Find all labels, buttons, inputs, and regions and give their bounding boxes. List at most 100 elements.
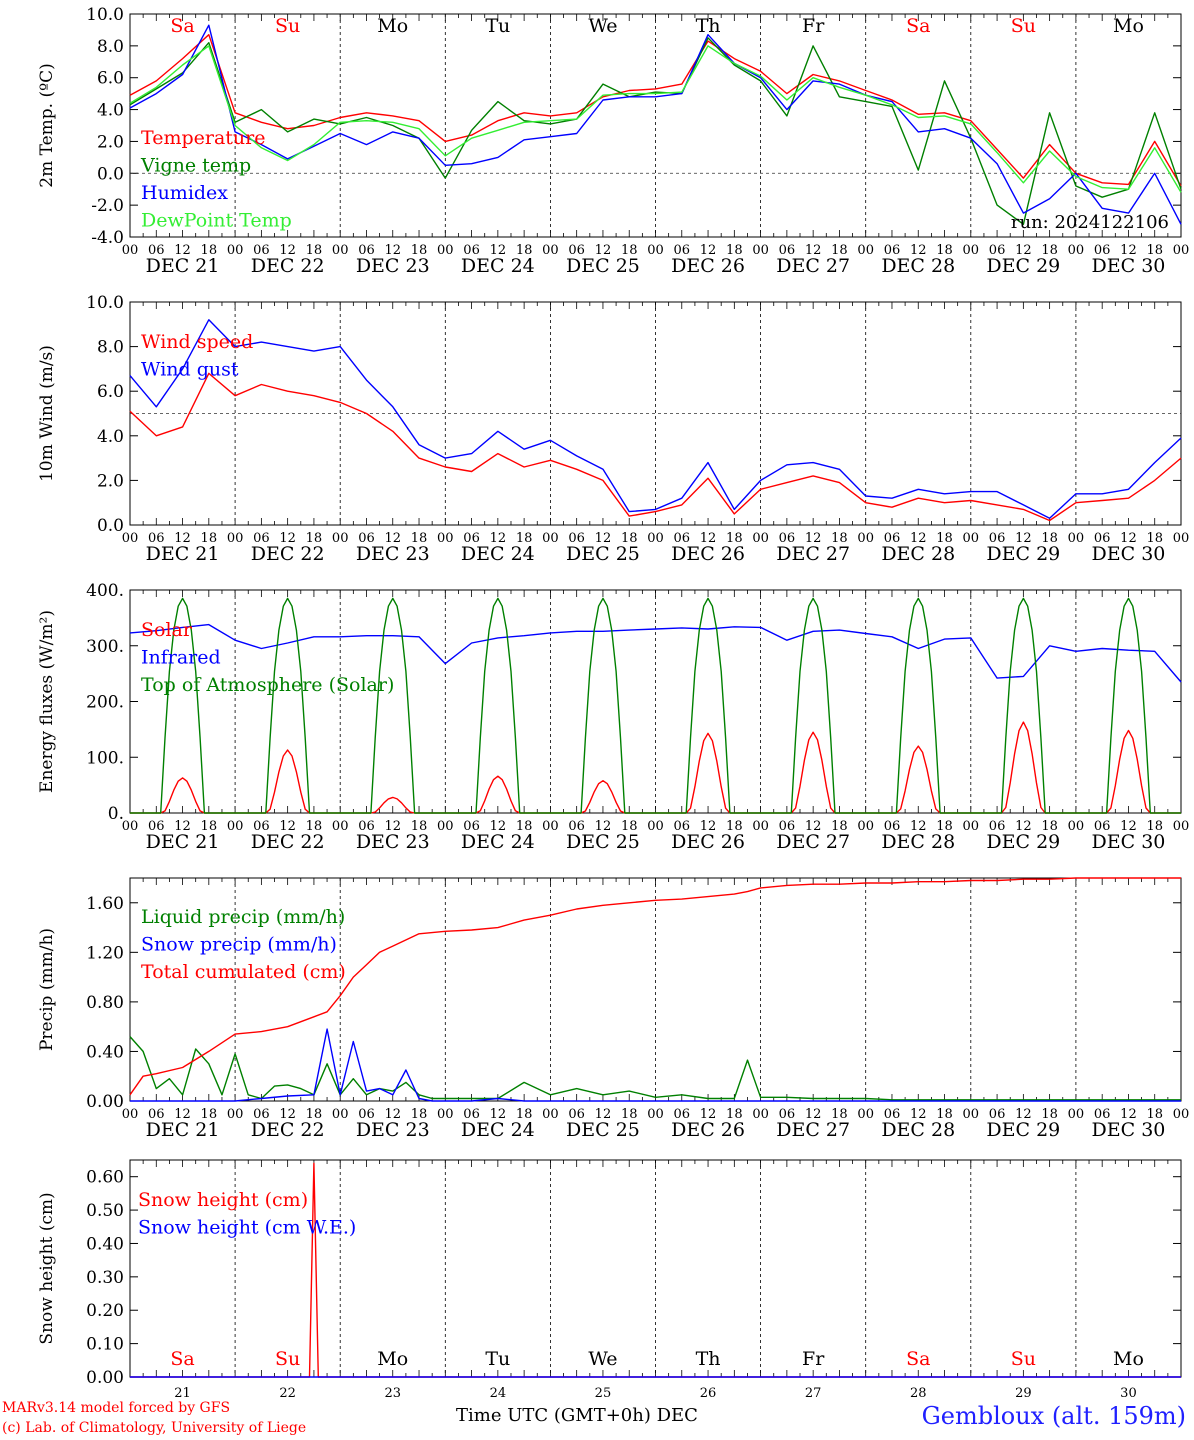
panel-4-y-tick-label: 0.00 (86, 1092, 124, 1112)
panel-1-y-tick-label: 10.0 (86, 5, 124, 25)
panel-1-hour-label: 00 (122, 243, 139, 258)
panel-4-hour-label: 06 (1094, 1107, 1111, 1122)
panel-1-hour-label: 18 (516, 243, 533, 258)
panel-4-hour-label: 00 (542, 1107, 559, 1122)
panel-1-y-tick-label: 4.0 (97, 101, 124, 121)
panel-4-series-liquid-precip-mm-h- (129, 1036, 1181, 1101)
panel-1-series-dewpoint-temp (129, 45, 1182, 193)
panel-2-hour-label: 18 (201, 531, 218, 546)
panel-1-day-label: DEC 23 (356, 255, 430, 277)
panel-2-day-label: DEC 23 (356, 543, 430, 565)
panel-3-hour-label: 06 (779, 819, 796, 834)
panel-4-legend-entry: Liquid precip (mm/h) (141, 906, 345, 928)
panel-3-day-label: DEC 28 (881, 831, 955, 853)
panel-1-weekday-label: Sa (170, 15, 194, 37)
panel-1-hour-label: 00 (332, 243, 349, 258)
panel-1-weekday-label: Tu (485, 15, 510, 37)
panel-1-day-label: DEC 30 (1092, 255, 1166, 277)
panel-4-hour-label: 00 (332, 1107, 349, 1122)
panel-1-hour-label: 06 (463, 243, 480, 258)
panel-4-hour-label: 00 (1173, 1107, 1190, 1122)
panel-1-hour-label: 18 (621, 243, 638, 258)
panel-1-y-tick-label: 0.0 (97, 164, 124, 184)
panel-1-frame (129, 13, 1182, 238)
panel-3-hour-label: 12 (490, 819, 507, 834)
panel-5-weekday-label: Fr (802, 1348, 825, 1370)
panel-4-y-tick-label: 1.20 (86, 943, 124, 963)
panel-5-y-axis-label: Snow height (cm) (37, 1192, 57, 1344)
panel-1-hour-label: 00 (963, 243, 980, 258)
panel-3-hour-label: 12 (174, 819, 191, 834)
panel-4-hour-label: 12 (384, 1107, 401, 1122)
panel-1-hour-label: 18 (1146, 243, 1163, 258)
panel-2-hour-label: 06 (989, 531, 1006, 546)
panel-4-hour-label: 12 (595, 1107, 612, 1122)
panel-4-hour-label: 06 (989, 1107, 1006, 1122)
panel-4-day-label: DEC 21 (146, 1119, 220, 1141)
panel-3-hour-label: 12 (805, 819, 822, 834)
panel-4-hour-label: 18 (1041, 1107, 1058, 1122)
panel-2-hour-label: 12 (1120, 531, 1137, 546)
panel-1-y-tick-label: -4.0 (91, 228, 124, 248)
panel-2-hour-label: 06 (1094, 531, 1111, 546)
panel-2-hour-label: 12 (805, 531, 822, 546)
panel-5-legend-entry: Snow height (cm W.E.) (138, 1217, 356, 1239)
panel-4-hour-label: 18 (1146, 1107, 1163, 1122)
panel-4-hour-label: 18 (306, 1107, 323, 1122)
panel-2-hour-label: 18 (936, 531, 953, 546)
panel-3-hour-label: 18 (831, 819, 848, 834)
panel-3-hour-label: 18 (936, 819, 953, 834)
panel-3-hour-label: 18 (1146, 819, 1163, 834)
panel-1-y-tick-label: -2.0 (91, 196, 124, 216)
panel-1-hour-label: 00 (752, 243, 769, 258)
panel-1-weekday-label: Th (696, 15, 721, 37)
panel-2-series-wind-gust (129, 319, 1182, 519)
panel-2-day-label: DEC 26 (671, 543, 745, 565)
panel-1-day-label: DEC 27 (776, 255, 850, 277)
panel-1-weekday-label: Su (1011, 15, 1036, 37)
panel-2-day-label: DEC 28 (881, 543, 955, 565)
panel-2-hour-label: 06 (884, 531, 901, 546)
panel-3-day-label: DEC 26 (671, 831, 745, 853)
panel-5-weekday-label: Sa (906, 1348, 930, 1370)
panel-4-hour-label: 18 (621, 1107, 638, 1122)
panel-4-hour-label: 18 (411, 1107, 428, 1122)
panel-5-y-tick-label: 0.30 (86, 1268, 124, 1288)
panel-1-hour-label: 00 (1173, 243, 1190, 258)
panel-1-day-label: DEC 21 (146, 255, 220, 277)
panel-2-day-label: DEC 25 (566, 543, 640, 565)
panel-4-y-tick-label: 1.60 (86, 894, 124, 914)
panel-5-day-number: 28 (910, 1386, 927, 1401)
panel-4-hour-label: 06 (253, 1107, 270, 1122)
panel-5-y-tick-label: 0.10 (86, 1335, 124, 1355)
panel-1-hour-label: 18 (726, 243, 743, 258)
panel-2-hour-label: 00 (752, 531, 769, 546)
panel-2-hour-label: 18 (831, 531, 848, 546)
panel-4-hour-label: 18 (201, 1107, 218, 1122)
panel-4-hour-label: 12 (1015, 1107, 1032, 1122)
panel-5-weekday-label: Sa (170, 1348, 194, 1370)
panel-5-day-number: 22 (279, 1386, 296, 1401)
panel-3-hour-label: 06 (148, 819, 165, 834)
panel-1-hour-label: 18 (201, 243, 218, 258)
panel-3-hour-label: 12 (279, 819, 296, 834)
panel-4-hour-label: 12 (700, 1107, 717, 1122)
panel-4-day-label: DEC 24 (461, 1119, 535, 1141)
panel-5-day-number: 30 (1120, 1386, 1137, 1401)
panel-1-hour-label: 00 (857, 243, 874, 258)
panel-4-hour-label: 06 (779, 1107, 796, 1122)
panel-1-hour-label: 06 (148, 243, 165, 258)
panel-4-hour-label: 06 (884, 1107, 901, 1122)
panel-2-hour-label: 12 (1015, 531, 1032, 546)
panel-2-y-tick-label: 6.0 (97, 382, 124, 402)
panel-3-hour-label: 18 (411, 819, 428, 834)
panel-1-hour-label: 12 (490, 243, 507, 258)
panel-3-y-tick-label: 100. (86, 748, 124, 768)
panel-4-hour-label: 06 (358, 1107, 375, 1122)
panel-5-day-number: 23 (384, 1386, 401, 1401)
panel-4-legend-entry: Total cumulated (cm) (141, 961, 346, 983)
panel-1-hour-label: 12 (1015, 243, 1032, 258)
panel-2-y-tick-label: 10.0 (86, 293, 124, 313)
panel-2-hour-label: 12 (279, 531, 296, 546)
panel-2-hour-label: 00 (227, 531, 244, 546)
